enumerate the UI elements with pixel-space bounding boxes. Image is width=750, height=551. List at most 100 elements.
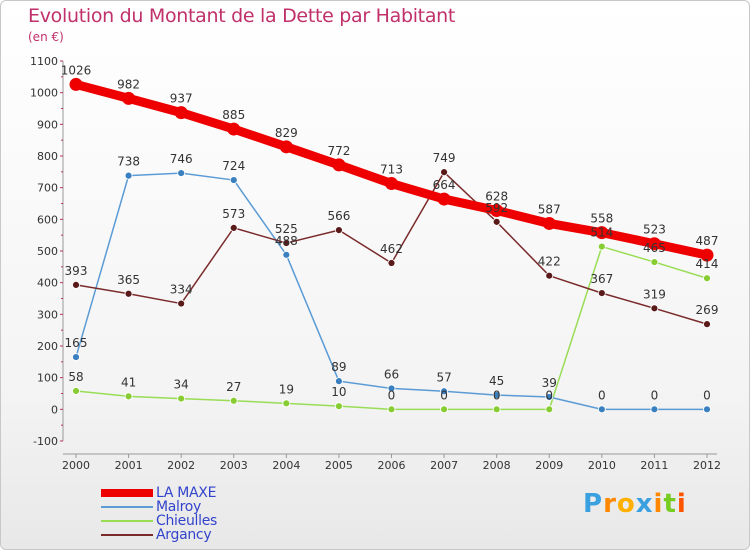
data-label: 45 [489, 374, 504, 388]
data-label: 488 [275, 234, 298, 248]
y-tick-label: 400 [37, 277, 58, 290]
data-point [545, 393, 554, 401]
data-point [440, 387, 448, 396]
data-point [335, 377, 343, 386]
data-point [437, 192, 451, 206]
x-tick-label: 2001 [115, 459, 143, 472]
data-label: 0 [598, 388, 606, 402]
data-point [72, 387, 80, 395]
data-label: 319 [643, 287, 666, 301]
legend-swatch [101, 506, 153, 508]
y-tick-label: 0 [51, 403, 58, 416]
data-label: 664 [433, 178, 456, 192]
data-label: 165 [65, 336, 88, 350]
data-point [174, 106, 188, 120]
legend-label: Malroy [156, 499, 202, 515]
data-label: 724 [222, 159, 245, 173]
y-tick-label: 300 [37, 308, 58, 321]
logo-letter: x [635, 489, 654, 519]
data-point [703, 405, 711, 414]
data-point [597, 289, 606, 298]
data-label: 19 [279, 382, 294, 396]
data-label: 34 [174, 378, 189, 392]
data-label: 738 [117, 155, 140, 169]
legend-swatch [101, 520, 153, 522]
data-point [387, 384, 396, 393]
data-point [440, 168, 448, 177]
data-point [335, 226, 343, 235]
data-label: 1026 [61, 63, 92, 77]
data-point [282, 250, 291, 259]
data-label: 0 [493, 388, 501, 402]
y-tick-label: 900 [37, 118, 58, 131]
data-point [700, 248, 714, 262]
x-tick-label: 2009 [535, 459, 563, 472]
chart-subtitle: (en €) [28, 30, 64, 44]
data-point [650, 304, 659, 313]
data-point [177, 169, 186, 178]
data-point [387, 405, 396, 414]
legend-label: Argancy [156, 527, 212, 543]
x-tick-label: 2011 [640, 459, 668, 472]
logo-letter: i [653, 489, 664, 519]
x-tick-label: 2012 [693, 459, 721, 472]
data-label: 414 [696, 257, 719, 271]
legend: LA MAXE Malroy Chieulles Argancy [101, 486, 301, 542]
data-label: 27 [226, 380, 241, 394]
data-point [282, 399, 291, 408]
y-tick-label: 200 [37, 340, 58, 353]
x-tick-label: 2006 [378, 459, 406, 472]
data-label: 58 [68, 370, 83, 384]
data-label: 558 [590, 212, 613, 226]
y-tick-label: 600 [37, 213, 58, 226]
data-label: 592 [485, 201, 508, 215]
data-point [229, 223, 238, 232]
data-label: 937 [170, 92, 193, 106]
legend-item: Chieulles [101, 514, 301, 528]
data-label: 10 [331, 385, 346, 399]
x-tick-label: 2008 [483, 459, 511, 472]
data-label: 0 [440, 388, 448, 402]
data-label: 0 [651, 388, 659, 402]
data-point [545, 271, 554, 280]
data-label: 422 [538, 255, 561, 269]
data-point [279, 140, 293, 154]
x-tick-label: 2003 [220, 459, 248, 472]
data-label: 746 [170, 152, 193, 166]
x-tick-label: 2005 [325, 459, 353, 472]
data-label: 39 [542, 376, 557, 390]
logo-letter: i [676, 489, 687, 519]
series-lines [69, 77, 714, 414]
logo-letter: o [616, 489, 636, 519]
axes: -100010020030040050060070080090010001100… [30, 55, 721, 472]
y-tick-label: 100 [37, 372, 58, 385]
data-label: 587 [538, 202, 561, 216]
data-label: 487 [696, 234, 719, 248]
data-point [72, 353, 80, 361]
logo-letter: P [583, 489, 604, 519]
legend-swatch [101, 489, 153, 497]
data-point [650, 405, 659, 414]
x-tick-label: 2010 [588, 459, 616, 472]
data-point [440, 405, 448, 414]
data-point [545, 405, 554, 414]
data-label: 628 [485, 189, 508, 203]
data-label: 885 [222, 108, 245, 122]
logo-letter: t [663, 489, 677, 519]
data-point [650, 258, 659, 266]
data-point [492, 405, 501, 414]
legend-swatch [101, 534, 153, 536]
data-label: 523 [643, 223, 666, 237]
data-point [492, 391, 501, 399]
data-point [72, 280, 80, 289]
data-point [124, 289, 133, 298]
data-point [703, 274, 711, 283]
data-label: 89 [331, 360, 346, 374]
data-point [597, 405, 606, 414]
data-point [647, 237, 661, 251]
data-point [385, 177, 398, 191]
data-label: 772 [327, 144, 350, 158]
y-tick-label: 1100 [30, 55, 58, 68]
